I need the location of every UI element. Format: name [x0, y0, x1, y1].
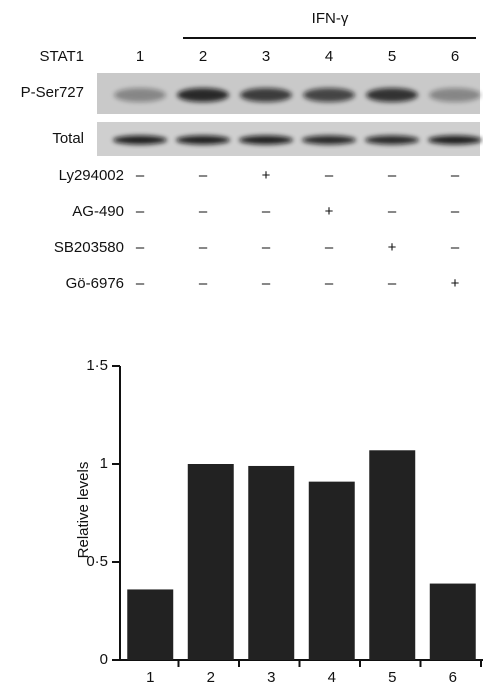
lane-label: 1: [136, 48, 144, 65]
figure: IFN-γ STAT1 P-Ser727 Total Relative leve…: [0, 0, 483, 689]
band: [303, 88, 355, 102]
treatment-sign: –: [136, 167, 145, 184]
band: [239, 136, 293, 145]
treatment-sign: –: [451, 239, 460, 256]
y-axis-label: Relative levels: [75, 462, 92, 559]
treatment-sign: –: [136, 275, 145, 292]
bar: [369, 450, 415, 660]
treatment-sign: –: [451, 203, 460, 220]
row-label: P-Ser727: [21, 84, 84, 101]
lane-label: 2: [199, 48, 207, 65]
treatment-sign: –: [136, 203, 145, 220]
band: [176, 136, 230, 145]
treatment-sign: –: [325, 167, 334, 184]
treatment-sign: –: [199, 239, 208, 256]
treatment-label: SB203580: [54, 239, 124, 256]
lane-header: STAT1: [40, 48, 84, 65]
bar: [430, 584, 476, 660]
band: [240, 88, 292, 102]
band: [365, 136, 419, 145]
treatment-sign: +: [388, 239, 397, 256]
y-tick-label: 0·5: [86, 553, 108, 570]
treatment-sign: –: [199, 203, 208, 220]
treatment-sign: +: [262, 167, 271, 184]
bar: [188, 464, 234, 660]
lane-label: 5: [388, 48, 396, 65]
band: [113, 136, 167, 145]
x-tick-label: 3: [267, 669, 275, 686]
y-tick-label: 0: [100, 651, 108, 668]
treatment-sign: –: [388, 167, 397, 184]
page: IFN-γ STAT1 P-Ser727 Total Relative leve…: [0, 0, 483, 689]
x-tick-label: 5: [388, 669, 396, 686]
bar: [248, 466, 294, 660]
treatment-sign: –: [199, 275, 208, 292]
band: [366, 88, 418, 102]
band: [429, 88, 481, 102]
x-tick-label: 4: [328, 669, 336, 686]
band: [177, 88, 229, 102]
x-tick-label: 6: [449, 669, 457, 686]
y-tick-label: 1: [100, 455, 108, 472]
treatment-sign: –: [325, 239, 334, 256]
treatment-label: Gö-6976: [66, 275, 124, 292]
x-tick-label: 1: [146, 669, 154, 686]
treatment-sign: –: [451, 167, 460, 184]
bar: [309, 482, 355, 660]
lane-label: 4: [325, 48, 333, 65]
treatment-sign: +: [325, 203, 334, 220]
treatment-sign: –: [325, 275, 334, 292]
treatment-title: IFN-γ: [312, 10, 349, 27]
band: [114, 88, 166, 102]
lane-label: 3: [262, 48, 270, 65]
bar: [127, 589, 173, 660]
y-tick-label: 1·5: [86, 357, 108, 374]
treatment-sign: –: [388, 275, 397, 292]
band: [302, 136, 356, 145]
band: [428, 136, 482, 145]
row-label: Total: [52, 130, 84, 147]
treatment-sign: –: [262, 239, 271, 256]
treatment-sign: –: [199, 167, 208, 184]
treatment-sign: –: [388, 203, 397, 220]
lane-label: 6: [451, 48, 459, 65]
treatment-sign: –: [262, 203, 271, 220]
treatment-sign: –: [262, 275, 271, 292]
x-tick-label: 2: [207, 669, 215, 686]
treatment-label: Ly294002: [59, 167, 124, 184]
treatment-sign: –: [136, 239, 145, 256]
treatment-label: AG-490: [72, 203, 124, 220]
treatment-sign: +: [451, 275, 460, 292]
